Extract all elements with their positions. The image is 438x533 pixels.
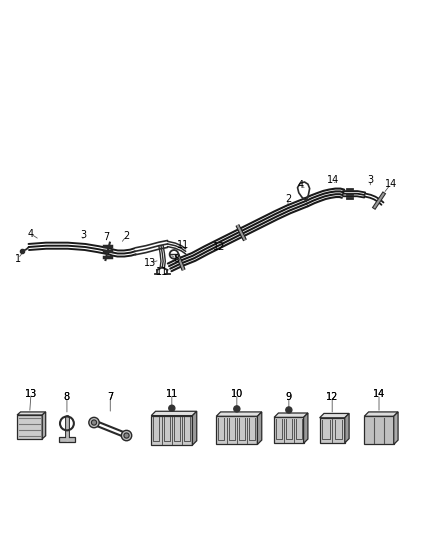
Text: 4: 4 — [297, 180, 304, 190]
Text: 2: 2 — [284, 195, 290, 204]
Polygon shape — [319, 418, 344, 443]
Text: 11: 11 — [165, 390, 177, 399]
Text: 11: 11 — [176, 240, 188, 250]
Polygon shape — [273, 417, 303, 443]
Polygon shape — [364, 412, 397, 416]
Polygon shape — [59, 437, 74, 442]
Text: 11: 11 — [165, 390, 177, 399]
Text: 9: 9 — [285, 392, 291, 401]
Polygon shape — [393, 412, 397, 445]
Polygon shape — [17, 412, 46, 415]
Polygon shape — [344, 414, 348, 443]
Polygon shape — [151, 411, 196, 416]
Text: 13: 13 — [25, 390, 37, 399]
Text: 7: 7 — [107, 392, 113, 401]
Text: 10: 10 — [230, 390, 242, 399]
Text: 9: 9 — [285, 392, 291, 401]
Text: 2: 2 — [123, 231, 129, 241]
Text: 14: 14 — [372, 390, 384, 399]
Text: 1: 1 — [15, 254, 21, 264]
Text: 4: 4 — [28, 229, 34, 239]
Text: 8: 8 — [173, 254, 179, 264]
Polygon shape — [303, 413, 307, 443]
Text: 14: 14 — [384, 179, 396, 189]
Text: 3: 3 — [367, 175, 373, 185]
Text: 7: 7 — [107, 392, 113, 401]
Polygon shape — [216, 412, 261, 416]
Text: 3: 3 — [80, 230, 86, 240]
Text: 14: 14 — [372, 390, 384, 399]
Text: 8: 8 — [64, 392, 70, 401]
Text: 12: 12 — [325, 392, 338, 401]
Circle shape — [91, 420, 96, 425]
Circle shape — [121, 430, 131, 441]
Circle shape — [88, 417, 99, 428]
Text: 14: 14 — [326, 175, 339, 185]
Polygon shape — [216, 416, 257, 445]
Text: 13: 13 — [144, 258, 156, 268]
Text: 7: 7 — [103, 232, 110, 242]
Text: 12: 12 — [325, 392, 338, 401]
Polygon shape — [257, 412, 261, 445]
Text: 10: 10 — [230, 390, 242, 399]
Circle shape — [124, 433, 129, 438]
Polygon shape — [192, 411, 196, 445]
Text: 8: 8 — [64, 392, 70, 401]
Circle shape — [168, 405, 174, 411]
Text: 11: 11 — [156, 266, 168, 277]
Polygon shape — [17, 415, 42, 439]
Text: 13: 13 — [25, 390, 37, 399]
Polygon shape — [273, 413, 307, 417]
Circle shape — [233, 406, 239, 412]
Polygon shape — [151, 416, 192, 445]
Polygon shape — [364, 416, 393, 445]
Polygon shape — [42, 412, 46, 439]
Text: 12: 12 — [213, 242, 225, 252]
Circle shape — [285, 407, 291, 413]
Polygon shape — [319, 414, 348, 418]
